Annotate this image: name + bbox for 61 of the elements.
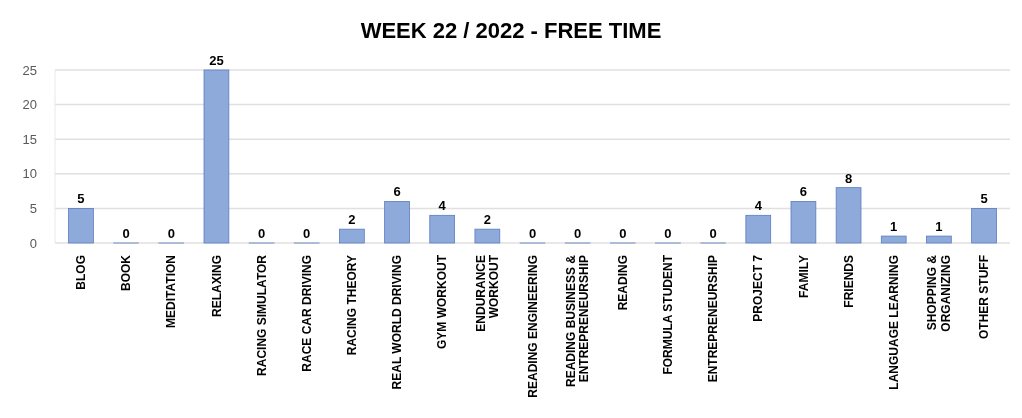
x-tick-label: RACING THEORY: [345, 255, 360, 356]
data-label: 0: [574, 226, 582, 241]
x-tick-label: LANGUAGE LEARNING: [886, 255, 901, 390]
data-label: 6: [799, 184, 808, 200]
bar: [203, 69, 230, 244]
x-tick-label: RELAXING: [209, 255, 224, 318]
y-tick-label: 20: [22, 97, 37, 113]
data-label: 0: [619, 226, 627, 241]
x-tick-label: BLOG: [74, 255, 89, 290]
y-tick-label: 15: [22, 131, 37, 147]
bar: [835, 187, 862, 244]
bar: [971, 208, 997, 244]
x-tick-label: REAL WORLD DRIVING: [390, 255, 405, 390]
data-label: 5: [980, 191, 988, 207]
x-tick-label: RACE CAR DRIVING: [299, 255, 314, 372]
data-label: 1: [890, 219, 898, 235]
x-tick-label: FRIENDS: [841, 255, 856, 308]
data-label: 4: [438, 198, 447, 214]
y-tick-label: 0: [29, 235, 37, 251]
x-tick-label: READING: [616, 255, 631, 311]
y-tick-label: 5: [29, 200, 37, 216]
y-tick-label: 25: [22, 62, 37, 78]
data-label: 1: [935, 219, 943, 235]
bar: [339, 228, 365, 244]
y-tick-label: 10: [22, 166, 37, 182]
bar: [384, 201, 410, 244]
x-tick-label: SHOPPING & ORGANIZING: [925, 254, 953, 332]
data-label: 2: [483, 212, 491, 228]
bar: [926, 235, 952, 244]
x-tick-label: FAMILY: [796, 255, 811, 298]
x-tick-label: MEDITATION: [164, 255, 179, 328]
x-tick-label: GYM WORKOUT: [435, 254, 450, 349]
bar: [880, 235, 907, 244]
bar: [68, 208, 94, 244]
bar: [790, 201, 817, 244]
x-tick-label: FORMULA STUDENT: [661, 254, 676, 375]
data-label: 0: [122, 226, 130, 241]
data-label: 2: [348, 212, 356, 228]
x-tick-label: READING ENGINEERING: [525, 255, 540, 398]
data-label: 6: [393, 184, 401, 200]
x-tick-label: PROJECT 7: [751, 254, 766, 322]
x-tick-label: BOOK: [119, 254, 134, 291]
x-tick-label: OTHER STUFF: [977, 255, 992, 339]
data-label: 0: [664, 226, 672, 241]
data-label: 8: [844, 170, 853, 186]
bar: [474, 228, 501, 244]
data-label: 4: [754, 198, 763, 214]
data-label: 0: [167, 226, 175, 241]
data-label: 0: [709, 226, 717, 241]
data-label: 0: [257, 226, 266, 241]
data-label: 0: [528, 226, 537, 241]
chart-title: WEEK 22 / 2022 - FREE TIME: [360, 18, 662, 43]
data-label: 25: [209, 53, 224, 68]
x-tick-label: ENTREPRENEURSHIP: [706, 255, 721, 383]
data-label: 5: [77, 191, 85, 207]
bar: [429, 214, 456, 244]
x-tick-label: RACING SIMULATOR: [254, 254, 269, 376]
x-tick-label: ENDURANCE WORKOUT: [473, 254, 502, 332]
bar: [745, 214, 772, 244]
x-tick-label: READING BUSINESS & ENTREPRENEURSHIP: [564, 254, 592, 388]
data-label: 0: [303, 226, 311, 241]
